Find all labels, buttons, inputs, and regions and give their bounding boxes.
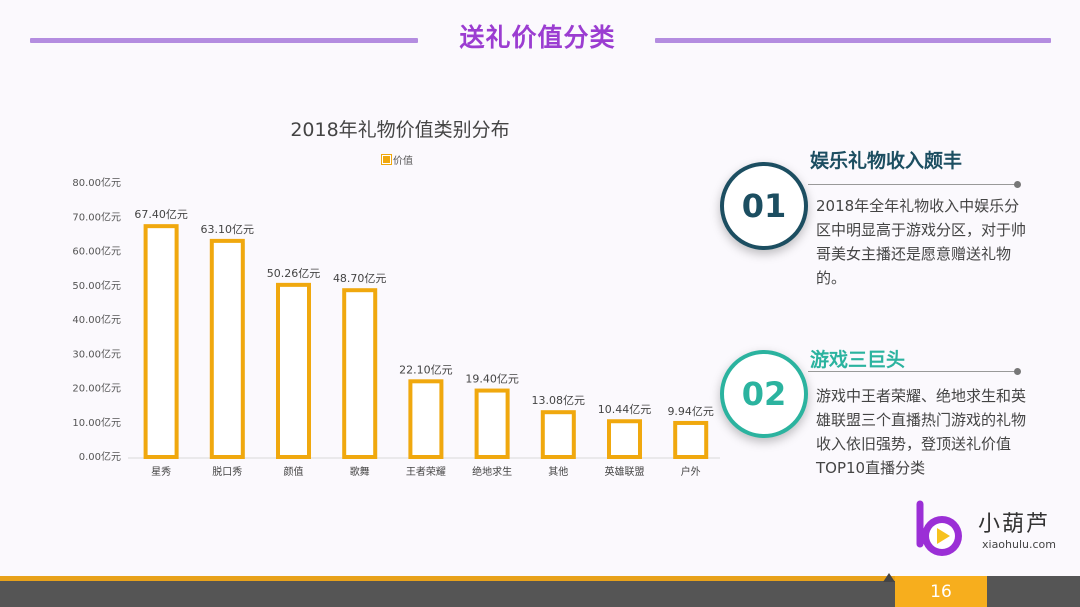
bar bbox=[212, 241, 243, 457]
bar bbox=[543, 412, 574, 457]
bar-data-label: 50.26亿元 bbox=[267, 267, 321, 280]
bar-chart: 0.00亿元 10.00亿元 20.00亿元 30.00亿元 40.00亿元 50.00亿… bbox=[0, 0, 720, 500]
insight-2-number: 02 bbox=[720, 350, 808, 438]
bar-data-label: 10.44亿元 bbox=[598, 403, 652, 416]
bar-data-label: 67.40亿元 bbox=[134, 208, 188, 221]
y-tick-label: 20.00亿元 bbox=[72, 382, 121, 395]
bar bbox=[410, 381, 441, 457]
x-tick-label: 绝地求生 bbox=[472, 465, 512, 478]
insight-1-text: 2018年全年礼物收入中娱乐分区中明显高于游戏分区，对于帅哥美女主播还是愿意赠送… bbox=[816, 194, 1034, 290]
x-tick-label: 英雄联盟 bbox=[605, 465, 645, 478]
footer-notch bbox=[883, 573, 895, 582]
x-tick-label: 星秀 bbox=[151, 466, 171, 478]
x-tick-label: 颜值 bbox=[284, 465, 304, 478]
insight-1-number: 01 bbox=[720, 162, 808, 250]
bar bbox=[146, 226, 177, 457]
x-tick-label: 歌舞 bbox=[350, 465, 370, 478]
y-tick-label: 10.00亿元 bbox=[72, 416, 121, 429]
insight-2-title: 游戏三巨头 bbox=[810, 345, 905, 372]
footer-accent-line bbox=[0, 576, 895, 581]
insight-1-divider bbox=[808, 184, 1018, 185]
brand-logo: 小葫芦 xiaohulu.com bbox=[912, 500, 1062, 560]
page-number: 16 bbox=[895, 576, 987, 607]
x-tick-label: 脱口秀 bbox=[212, 465, 242, 478]
x-tick-label: 其他 bbox=[548, 465, 568, 478]
insight-1-title: 娱乐礼物收入颇丰 bbox=[810, 146, 962, 173]
bar bbox=[675, 423, 706, 457]
brand-url: xiaohulu.com bbox=[982, 538, 1056, 551]
xiaohulu-logo-icon bbox=[912, 500, 970, 558]
bar bbox=[278, 285, 309, 457]
brand-name: 小葫芦 bbox=[978, 506, 1050, 538]
y-tick-label: 50.00亿元 bbox=[72, 279, 121, 292]
x-tick-label: 户外 bbox=[681, 465, 701, 478]
insight-2-text: 游戏中王者荣耀、绝地求生和英雄联盟三个直播热门游戏的礼物收入依旧强势，登顶送礼价… bbox=[816, 384, 1034, 480]
bar bbox=[477, 391, 508, 457]
x-tick-label: 王者荣耀 bbox=[406, 466, 446, 478]
insight-2-divider bbox=[808, 371, 1018, 372]
bar-data-label: 19.40亿元 bbox=[465, 373, 519, 386]
bar-data-label: 22.10亿元 bbox=[399, 363, 453, 376]
bar-data-label: 9.94亿元 bbox=[667, 405, 714, 418]
y-tick-label: 80.00亿元 bbox=[72, 176, 121, 189]
y-tick-label: 0.00亿元 bbox=[79, 450, 121, 463]
bar-data-label: 13.08亿元 bbox=[532, 394, 586, 407]
y-tick-label: 70.00亿元 bbox=[72, 210, 121, 223]
bar bbox=[344, 290, 375, 457]
bar-data-label: 63.10亿元 bbox=[201, 223, 255, 236]
bar bbox=[609, 421, 640, 457]
y-tick-label: 40.00亿元 bbox=[72, 313, 121, 326]
y-tick-label: 60.00亿元 bbox=[72, 245, 121, 258]
y-tick-label: 30.00亿元 bbox=[72, 347, 121, 360]
bar-data-label: 48.70亿元 bbox=[333, 272, 387, 285]
